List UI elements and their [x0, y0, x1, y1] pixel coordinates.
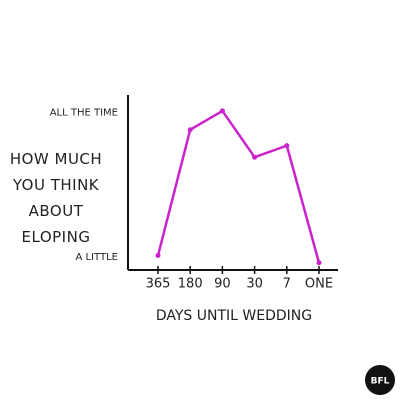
x-tick-label: 90 [214, 277, 231, 292]
logo: BFL [371, 377, 390, 387]
data-line [156, 109, 321, 264]
x-tick-label: 7 [283, 277, 291, 292]
x-tick-label: 30 [246, 277, 263, 292]
data-point [284, 143, 290, 149]
x-tick-label: 180 [178, 277, 203, 292]
x-tick-label: 365 [146, 277, 171, 292]
x-axis-label: DAYS UNTIL WEDDING [156, 308, 312, 324]
data-point [316, 260, 322, 266]
data-point [252, 154, 258, 160]
data-point [219, 108, 225, 114]
data-point [187, 127, 193, 133]
y-axis-label: HOW MUCH YOU THINK ABOUT ELOPING [9, 150, 103, 246]
y-tick-label: ALL THE TIME [50, 107, 118, 118]
data-point [155, 253, 161, 259]
y-tick-label: A LITTLE [76, 252, 118, 263]
x-tick-label: ONE [305, 277, 333, 292]
logo-badge [365, 365, 395, 395]
